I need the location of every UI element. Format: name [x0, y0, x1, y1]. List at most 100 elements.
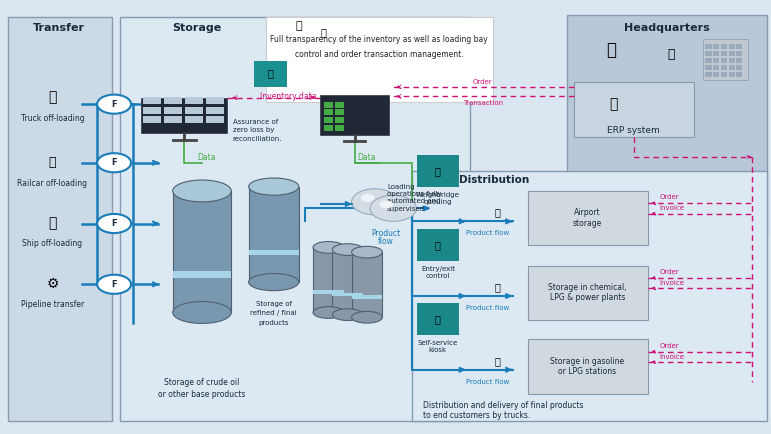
Bar [143, 97, 161, 104]
Bar [173, 271, 231, 279]
Bar [335, 125, 344, 131]
Text: control and order transaction management.: control and order transaction management… [295, 50, 463, 59]
Bar [736, 51, 742, 56]
Circle shape [379, 201, 393, 208]
Text: Storage in chemical,
LPG & power plants: Storage in chemical, LPG & power plants [548, 283, 627, 302]
Ellipse shape [248, 178, 299, 195]
Bar [206, 116, 224, 123]
Text: 🚛: 🚛 [435, 166, 441, 177]
Bar [721, 65, 727, 70]
Text: F: F [111, 280, 117, 289]
Text: 🚢: 🚢 [49, 217, 56, 230]
Text: or other base products: or other base products [158, 391, 246, 399]
Text: operations fully: operations fully [387, 191, 442, 197]
Bar [206, 97, 224, 104]
Bar [412, 171, 767, 421]
Text: Order: Order [659, 269, 678, 275]
Bar [528, 191, 648, 245]
Bar [705, 72, 712, 77]
Bar [324, 102, 333, 108]
Circle shape [97, 95, 131, 114]
Circle shape [97, 153, 131, 172]
Bar [324, 117, 333, 123]
Bar [528, 339, 648, 394]
Text: zero loss by: zero loss by [233, 127, 274, 133]
Ellipse shape [313, 241, 344, 253]
Ellipse shape [352, 312, 382, 323]
Text: F: F [111, 158, 117, 167]
Ellipse shape [173, 180, 231, 202]
Text: Railcar off-loading: Railcar off-loading [18, 179, 87, 187]
Bar [141, 98, 227, 133]
Bar [8, 17, 112, 421]
Text: 🚛: 🚛 [494, 356, 500, 366]
Text: Order: Order [659, 194, 678, 201]
Bar [729, 58, 735, 63]
Text: products: products [258, 320, 289, 326]
Bar [206, 107, 224, 114]
Bar [729, 44, 735, 49]
Text: Entry/exit
control: Entry/exit control [421, 266, 455, 279]
Text: Airport
storage: Airport storage [573, 208, 602, 227]
Bar [574, 82, 694, 137]
Bar [164, 116, 182, 123]
Text: Data: Data [197, 153, 216, 161]
Bar [185, 97, 203, 104]
Text: 💧: 💧 [268, 68, 274, 78]
Text: Storage: Storage [172, 23, 221, 33]
Text: Invoice: Invoice [659, 354, 684, 360]
Text: ⚙: ⚙ [46, 277, 59, 291]
Text: Distribution and delivery of final products: Distribution and delivery of final produ… [423, 401, 583, 410]
Bar [335, 109, 344, 115]
Bar [335, 117, 344, 123]
Text: Loading: Loading [387, 184, 415, 190]
Text: Truck off-loading: Truck off-loading [21, 114, 84, 122]
Text: Product flow: Product flow [466, 305, 510, 311]
Text: to end customers by trucks.: to end customers by trucks. [423, 411, 530, 420]
Text: automated and: automated and [387, 198, 440, 204]
Text: F: F [111, 219, 117, 228]
Bar [713, 58, 719, 63]
Bar [266, 17, 493, 102]
Text: Product flow: Product flow [466, 379, 510, 385]
Text: 📡: 📡 [610, 97, 618, 111]
Bar [721, 51, 727, 56]
Text: Product: Product [371, 229, 400, 238]
Text: ERP system: ERP system [608, 126, 660, 135]
Text: Transfer: Transfer [33, 23, 86, 33]
Text: Pipeline transfer: Pipeline transfer [21, 300, 84, 309]
Text: 🖥: 🖥 [321, 27, 327, 38]
Bar [567, 15, 767, 237]
Bar [248, 250, 298, 255]
Bar [254, 61, 287, 87]
Circle shape [97, 214, 131, 233]
Ellipse shape [173, 302, 231, 323]
Bar [736, 65, 742, 70]
Bar [164, 97, 182, 104]
Text: Assurance of: Assurance of [233, 118, 278, 125]
Ellipse shape [332, 244, 363, 255]
Bar [729, 65, 735, 70]
Circle shape [361, 194, 375, 202]
Bar [313, 247, 344, 312]
Bar [705, 65, 712, 70]
Bar [736, 72, 742, 77]
Text: 🚛: 🚛 [494, 207, 500, 218]
Text: Weighbridge
queuing: Weighbridge queuing [416, 192, 460, 205]
Bar [713, 72, 719, 77]
Bar [185, 107, 203, 114]
Bar [173, 191, 231, 312]
Text: Distribution: Distribution [459, 175, 529, 185]
Text: supervised: supervised [387, 206, 425, 212]
Bar [324, 125, 333, 131]
Text: Storage in gasoline
or LPG stations: Storage in gasoline or LPG stations [550, 357, 625, 376]
Bar [713, 51, 719, 56]
Text: Inventory data: Inventory data [260, 92, 317, 101]
Bar [736, 44, 742, 49]
Bar [417, 229, 459, 261]
Text: Storage of: Storage of [256, 301, 291, 307]
Text: F: F [111, 100, 117, 108]
Text: Storage of crude oil: Storage of crude oil [164, 378, 240, 387]
Text: Product flow: Product flow [466, 230, 510, 237]
Text: 🧍: 🧍 [435, 314, 441, 324]
